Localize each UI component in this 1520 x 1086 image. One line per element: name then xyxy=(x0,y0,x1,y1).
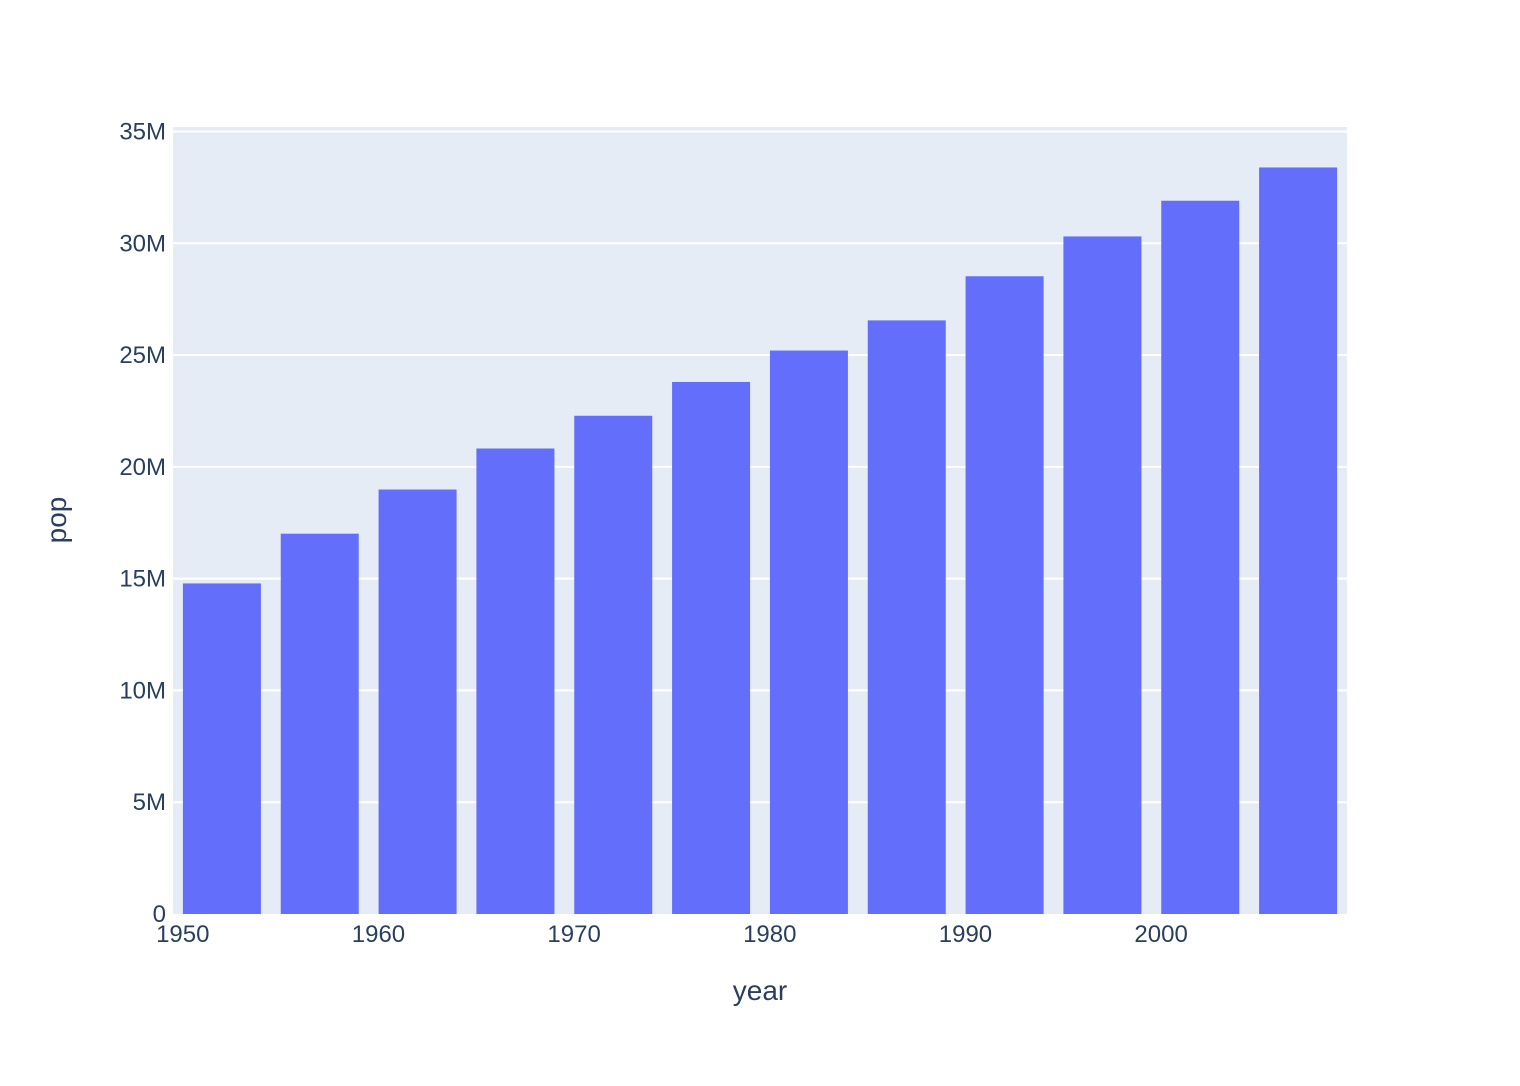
bar-1962[interactable] xyxy=(378,489,457,914)
x-tick-label: 1980 xyxy=(743,921,796,948)
x-tick-label: 1970 xyxy=(547,921,600,948)
bar-1972[interactable] xyxy=(574,415,653,914)
x-tick-label: 1990 xyxy=(939,921,992,948)
bar-2007[interactable] xyxy=(1259,167,1338,915)
y-tick-label: 0 xyxy=(153,901,166,928)
y-tick-label: 20M xyxy=(119,454,166,481)
x-tick-label: 1960 xyxy=(352,921,405,948)
plot-area xyxy=(173,127,1347,914)
x-tick-label: 1950 xyxy=(156,921,209,948)
bar-1982[interactable] xyxy=(769,350,848,914)
y-axis-title: pop xyxy=(41,497,72,544)
bars xyxy=(182,167,1338,915)
bar-1957[interactable] xyxy=(280,533,359,914)
bar-1977[interactable] xyxy=(672,381,751,914)
y-tick-labels: 0 5M 10M 15M 20M 25M 30M 35M xyxy=(119,118,166,928)
y-tick-label: 30M xyxy=(119,230,166,257)
y-tick-label: 35M xyxy=(119,118,166,145)
y-tick-label: 25M xyxy=(119,342,166,369)
bar-1997[interactable] xyxy=(1063,236,1142,914)
bar-2002[interactable] xyxy=(1161,200,1240,915)
bar-1987[interactable] xyxy=(867,320,946,914)
x-axis-title: year xyxy=(733,975,787,1006)
y-tick-label: 5M xyxy=(133,789,166,816)
x-tick-label: 2000 xyxy=(1134,921,1187,948)
y-tick-label: 15M xyxy=(119,566,166,593)
gridlines xyxy=(173,130,1347,804)
bar-1992[interactable] xyxy=(965,276,1044,914)
bar-1952[interactable] xyxy=(182,583,261,914)
y-tick-label: 10M xyxy=(119,677,166,704)
x-tick-labels: 1950 1960 1970 1980 1990 2000 xyxy=(156,921,1188,948)
bar-1967[interactable] xyxy=(476,448,555,914)
